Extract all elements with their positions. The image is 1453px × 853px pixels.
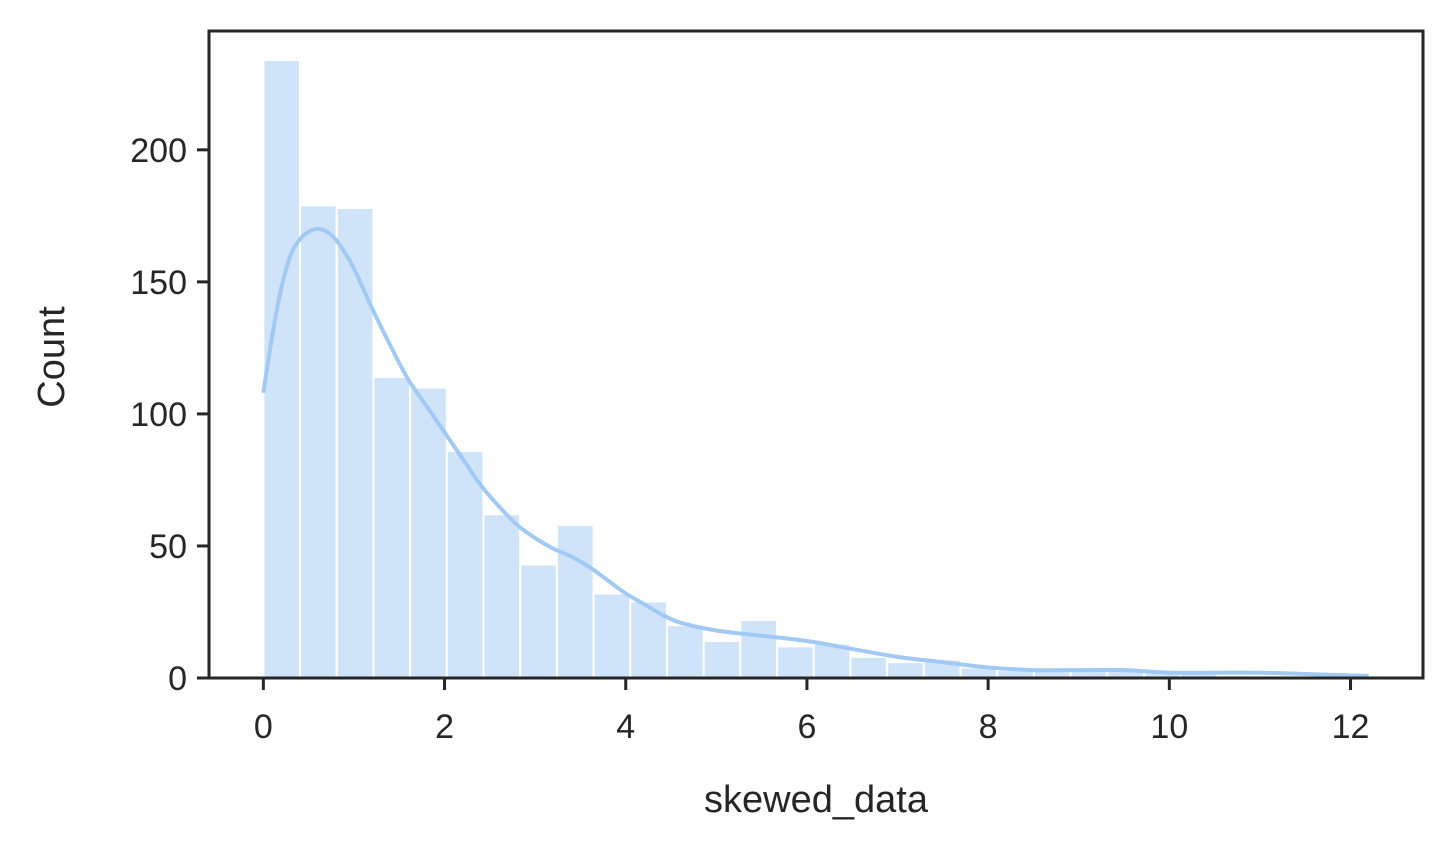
x-axis: 0 2 4 6 8 10 12 — [254, 678, 1370, 746]
histogram-bar-16 — [849, 655, 889, 680]
histogram-bar-6 — [482, 513, 522, 680]
y-axis-label: Count — [31, 306, 73, 408]
y-tick-label: 100 — [130, 396, 187, 434]
histogram-bar-1 — [299, 204, 338, 679]
histogram-bar-11 — [665, 624, 705, 679]
y-tick-label: 150 — [130, 264, 187, 302]
x-tick-label: 8 — [979, 708, 998, 746]
histogram-bar-9 — [592, 592, 632, 680]
y-axis: 0 50 100 150 200 — [130, 132, 209, 698]
histogram-bar-4 — [409, 386, 448, 679]
x-tick-label: 10 — [1150, 708, 1188, 746]
histogram-bar-3 — [372, 375, 412, 679]
histogram-bar-2 — [335, 206, 375, 679]
y-tick-label: 0 — [168, 660, 187, 698]
x-tick-label: 12 — [1332, 708, 1370, 746]
y-tick-label: 50 — [149, 528, 187, 566]
bars-layer — [262, 59, 1366, 680]
histogram-bar-8 — [555, 523, 595, 679]
histogram-bar-12 — [702, 640, 742, 679]
x-tick-label: 2 — [435, 708, 454, 746]
x-tick-label: 4 — [616, 708, 635, 746]
histogram-bar-17 — [886, 661, 925, 679]
y-tick-label: 200 — [130, 132, 187, 170]
histogram-bar-7 — [519, 563, 558, 679]
x-tick-label: 0 — [254, 708, 273, 746]
kde-curve — [261, 227, 1369, 678]
x-axis-label: skewed_data — [704, 779, 929, 821]
histogram-bar-13 — [739, 618, 779, 679]
plot-frame — [207, 29, 1425, 680]
histogram-bar-0 — [262, 59, 302, 680]
histogram-bar-14 — [776, 645, 815, 679]
histogram-bar-5 — [445, 449, 485, 679]
x-tick-label: 6 — [797, 708, 816, 746]
